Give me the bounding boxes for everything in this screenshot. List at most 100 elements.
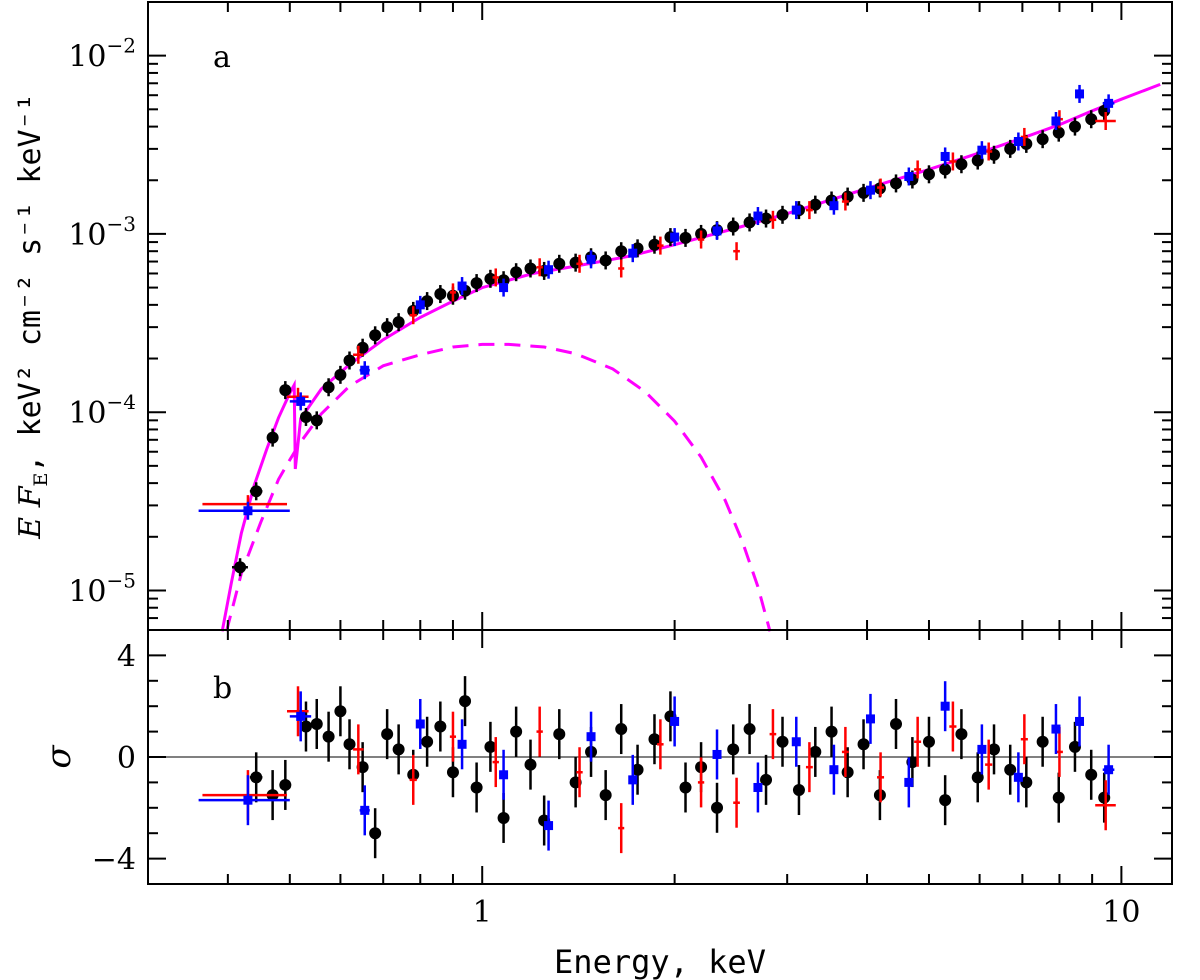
residual-point-blue-marker [670, 716, 680, 726]
residual-point-blue-marker [940, 701, 950, 711]
data-point-blue-marker [791, 205, 801, 215]
residual-point-black-marker [470, 781, 483, 794]
data-point-black-marker [1068, 120, 1081, 133]
data-point-black-marker [310, 414, 323, 427]
residual-point-black-marker [250, 771, 263, 784]
residual-point-black-marker [524, 758, 537, 771]
plot-frame [147, 629, 1173, 885]
data-point-black-marker [279, 384, 292, 397]
data-point-black-marker [1004, 142, 1017, 155]
data-point-black-marker [250, 485, 263, 498]
data-point-blue-marker [753, 211, 763, 221]
data-point-black-marker [524, 262, 537, 275]
data-point-black-marker [890, 177, 903, 190]
x-axis-title: Energy, keV [554, 943, 766, 980]
residual-point-blue-marker [791, 737, 801, 747]
residual-point-black-marker [369, 827, 382, 840]
y-tick-label: −4 [92, 843, 136, 878]
residual-point-black-marker [841, 766, 854, 779]
axis-ticks: 10−5 10−4 10−3 10−2 [68, 1, 1172, 631]
residual-point-black-marker [955, 728, 968, 741]
data-point-blue-marker [829, 201, 839, 211]
residual-point-black-marker [922, 735, 935, 748]
data-point-black-marker [434, 288, 447, 301]
residual-axis-title: σ [39, 745, 79, 769]
residual-point-black-marker [857, 738, 870, 751]
residual-point-black-marker [1052, 791, 1065, 804]
residual-point-black-marker [743, 723, 756, 736]
residual-point-black-marker [334, 705, 347, 718]
residual-point-black-marker [421, 735, 434, 748]
residual-point-black-marker [988, 743, 1001, 756]
data-point-black-marker [484, 272, 497, 285]
data-point-black-marker [381, 321, 394, 334]
residual-point-black-marker [1098, 791, 1111, 804]
data-point-blue-marker [670, 232, 680, 242]
residual-point-black-marker [279, 778, 292, 791]
residual-point-black-marker [1020, 776, 1033, 789]
residual-point-black-marker [310, 717, 323, 730]
data-point-black-marker [234, 561, 247, 574]
data-point-black-marker [679, 231, 692, 244]
residual-point-blue-marker [544, 821, 554, 831]
data-point-black-marker [776, 208, 789, 221]
data-point-blue-marker [1013, 136, 1023, 146]
residual-point-blue-marker [753, 782, 763, 792]
residual-point-black-marker [760, 773, 773, 786]
residual-point-blue-marker [904, 777, 914, 787]
residual-point-black-marker [1036, 735, 1049, 748]
data-point-black-marker [939, 163, 952, 176]
residual-point-black-marker [484, 740, 497, 753]
residual-point-black-marker [322, 730, 335, 743]
residual-point-black-marker [1085, 768, 1098, 781]
residual-point-black-marker [599, 789, 612, 802]
data-point-black-marker [266, 431, 279, 444]
data-point-black-marker [648, 238, 661, 251]
y-tick-label: 10−4 [68, 390, 136, 431]
residual-point-blue-marker [499, 770, 509, 780]
data-point-black-marker [1098, 104, 1111, 117]
data-point-blue-marker [499, 283, 509, 293]
data-point-blue-marker [940, 151, 950, 161]
data-point-blue-marker [904, 171, 914, 181]
data-point-blue-marker [586, 254, 596, 264]
data-point-blue-marker [296, 396, 306, 406]
residual-point-black-marker [631, 763, 644, 776]
residual-point-blue-marker [628, 775, 638, 785]
y-tick-label: 4 [117, 639, 136, 674]
y-tick-label: 0 [117, 741, 136, 776]
data-point-blue-marker [1104, 98, 1114, 108]
axis-ticks: 1 10 4 0 −4 [92, 630, 1172, 930]
residual-point-blue-marker [360, 805, 370, 815]
data-point-blue-marker [865, 185, 875, 195]
data-point-blue-marker [712, 226, 722, 236]
data-point-black-marker [727, 220, 740, 233]
data-point-black-marker [1036, 133, 1049, 146]
residuals-panel: 1 10 4 0 −4 b [92, 629, 1173, 930]
data-point-black-marker [1085, 113, 1098, 126]
residual-point-blue-marker [1104, 765, 1114, 775]
residual-point-blue-marker [415, 719, 425, 729]
residual-point-black-marker [1004, 763, 1017, 776]
data-point-black-marker [955, 158, 968, 171]
residual-point-black-marker [497, 811, 510, 824]
residual-point-black-marker [356, 761, 369, 774]
y-axis-title-units: , keV² cm⁻² s⁻¹ keV⁻¹ [13, 93, 48, 472]
residual-point-black-marker [727, 743, 740, 756]
residual-points [198, 676, 1116, 859]
residual-point-blue-marker [829, 765, 839, 775]
residual-point-black-marker [434, 720, 447, 733]
residual-point-blue-marker [1075, 716, 1085, 726]
data-point-blue-marker [628, 248, 638, 258]
data-point-black-marker [553, 257, 566, 270]
residual-point-blue-marker [586, 732, 596, 742]
residual-point-black-marker [809, 745, 822, 758]
residual-point-blue-marker [1051, 724, 1061, 734]
y-axis-title-prefix: E F [13, 485, 48, 539]
data-point-black-marker [922, 168, 935, 181]
residual-point-black-marker [711, 801, 724, 814]
data-point-black-marker [343, 354, 356, 367]
data-point-black-marker [392, 316, 405, 329]
data-point-black-marker [470, 277, 483, 290]
